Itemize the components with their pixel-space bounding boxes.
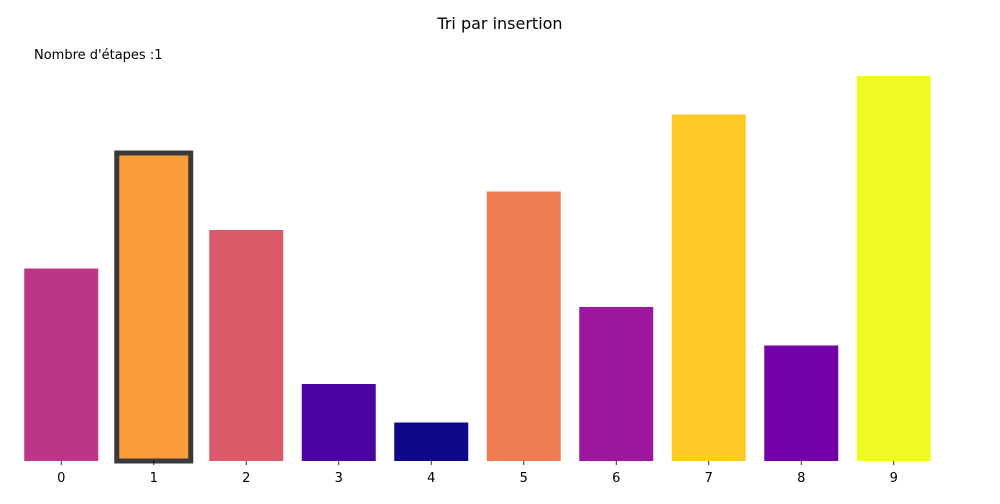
- x-tick-label-5: 5: [520, 471, 528, 486]
- x-tick-label-2: 2: [242, 471, 250, 486]
- bar-4: [394, 422, 469, 461]
- bar-0: [24, 268, 99, 461]
- x-tick-labels: 0 1 2 3 4 5 6 7 8 9: [57, 461, 898, 486]
- bar-5: [486, 191, 561, 461]
- x-tick-label-4: 4: [427, 471, 435, 486]
- x-tick-label-9: 9: [890, 471, 898, 486]
- x-tick-label-7: 7: [705, 471, 713, 486]
- bar-1: [114, 150, 194, 464]
- bar-8: [764, 345, 839, 461]
- step-counter: Nombre d'étapes :1: [34, 48, 162, 63]
- bar-9: [856, 76, 931, 461]
- x-tick-label-8: 8: [797, 471, 805, 486]
- bar-7: [671, 114, 746, 461]
- bar-6: [579, 307, 654, 461]
- bar-3: [301, 384, 376, 461]
- x-tick-label-1: 1: [150, 471, 158, 486]
- bar-2: [209, 230, 284, 461]
- x-tick-label-3: 3: [335, 471, 343, 486]
- chart-title: Tri par insertion: [436, 14, 562, 33]
- x-tick-label-0: 0: [57, 471, 65, 486]
- bars-group: [24, 76, 931, 464]
- x-tick-label-6: 6: [612, 471, 620, 486]
